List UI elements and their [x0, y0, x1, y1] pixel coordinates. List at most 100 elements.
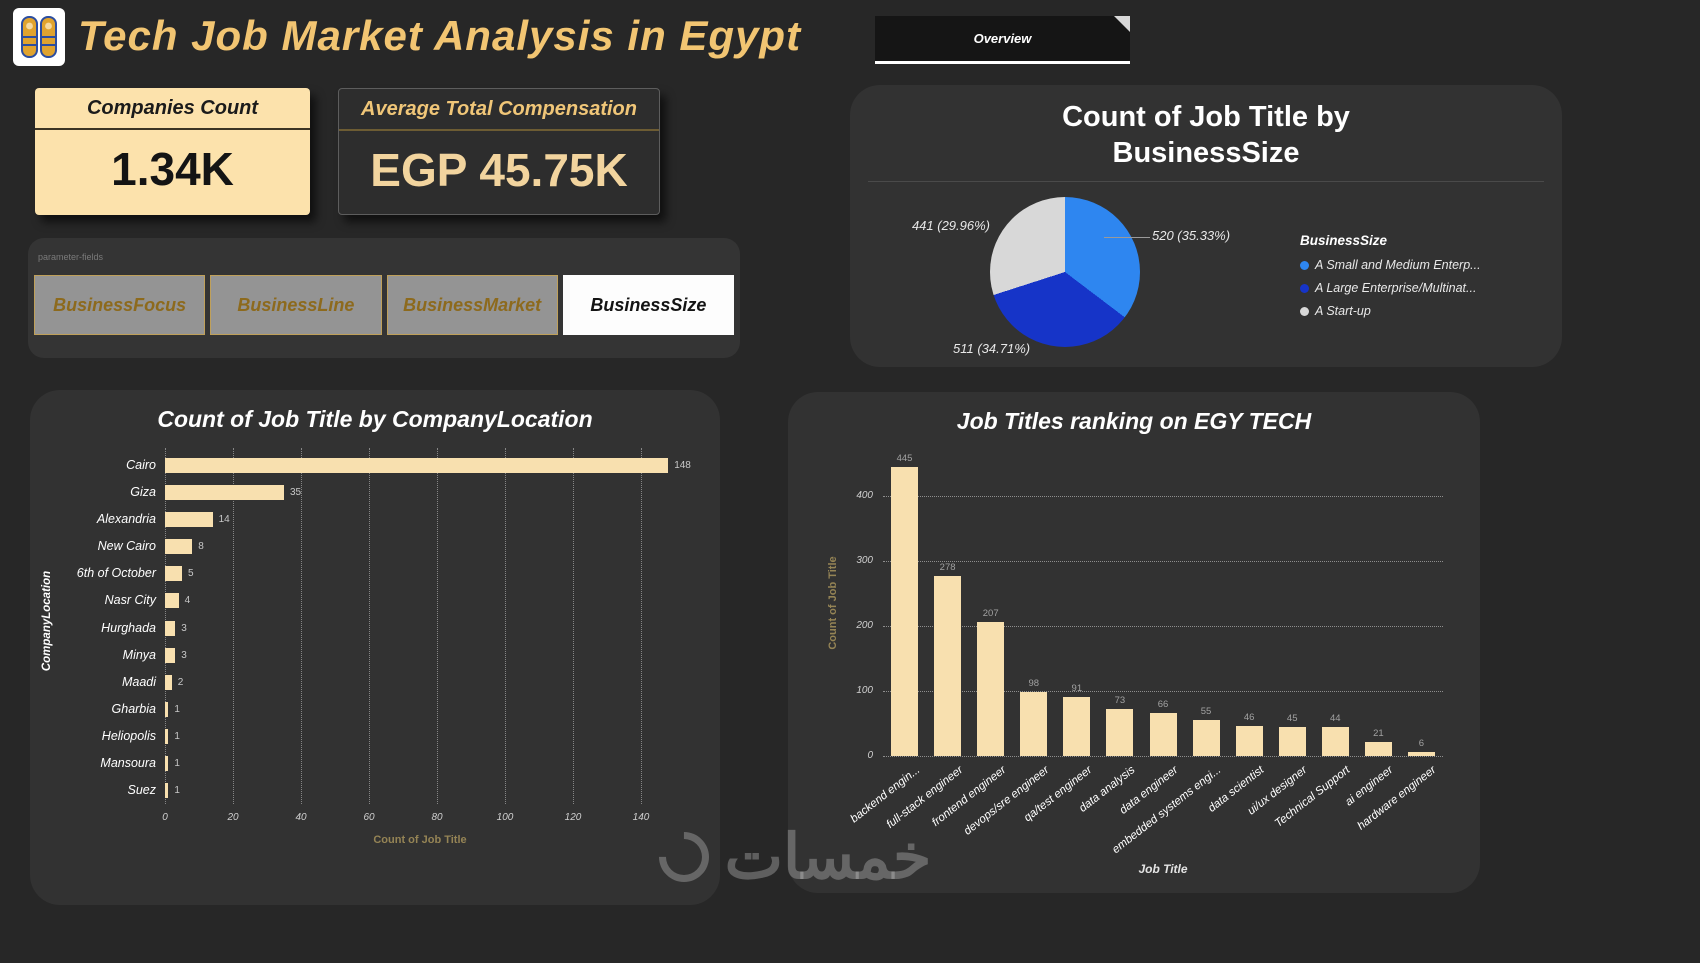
bar-row-heliopolis: Heliopolis 1: [30, 723, 720, 750]
category-label: Heliopolis: [101, 728, 156, 743]
job-titles-chart-panel: Job Titles ranking on EGY TECH 0 100 200 30…: [788, 392, 1480, 893]
kpi-value: 1.34K: [111, 143, 234, 195]
bar-row-mansoura: Mansoura 1: [30, 750, 720, 777]
bar-row-maadi: Maadi 2: [30, 669, 720, 696]
pharaoh-logo-icon: [13, 8, 65, 66]
value-label: 6: [1418, 738, 1425, 750]
bar[interactable]: [165, 756, 169, 772]
value-label: 1: [174, 703, 180, 715]
bar[interactable]: [1192, 720, 1220, 756]
hbar-rows: Cairo 148 Giza 35 Alexandria 14 New Cairo 8 6th …: [30, 452, 720, 804]
y-tick-label: 100: [856, 685, 873, 697]
gridline: [883, 561, 1443, 563]
hbar-chart-title: Count of Job Title by CompanyLocation: [157, 406, 593, 432]
value-label: 55: [1200, 706, 1212, 718]
bar-row-minya: Minya 3: [30, 642, 720, 669]
bar[interactable]: [1106, 708, 1134, 756]
bar[interactable]: [165, 539, 193, 555]
tab-overview[interactable]: Overview: [875, 16, 1130, 64]
kpi-average-compensation: Average Total Compensation EGP 45.75K: [338, 88, 660, 215]
value-label: 1: [174, 785, 180, 797]
bar[interactable]: [1235, 726, 1263, 756]
bar[interactable]: [1020, 692, 1048, 756]
bar[interactable]: [165, 485, 284, 501]
filter-button-businessmarket[interactable]: BusinessMarket: [386, 275, 558, 335]
bar[interactable]: [977, 621, 1005, 756]
bar[interactable]: [1364, 742, 1392, 756]
filter-button-businessfocus[interactable]: BusinessFocus: [34, 275, 206, 335]
value-label: 91: [1071, 682, 1083, 694]
bar[interactable]: [165, 458, 669, 473]
category-label: Minya: [122, 647, 156, 662]
page-title: Tech Job Market Analysis in Egypt: [78, 12, 802, 59]
bar[interactable]: [934, 575, 962, 756]
value-label: 66: [1157, 699, 1169, 711]
bar[interactable]: [165, 728, 169, 744]
pie-legend: BusinessSize A Small and Medium Enterp..…: [1300, 233, 1481, 327]
value-label: 3: [181, 622, 187, 634]
x-tick-label: 100: [496, 812, 514, 823]
bar[interactable]: [165, 512, 213, 528]
filter-button-group: BusinessFocus BusinessLine BusinessMarket B…: [34, 275, 734, 335]
category-label: Maadi: [121, 674, 156, 689]
pie-chart-panel: Count of Job Title by BusinessSize 520 (…: [850, 85, 1562, 367]
legend-dot-icon: [1300, 283, 1309, 293]
bar[interactable]: [1063, 696, 1091, 756]
x-tick-label: 0: [162, 812, 168, 823]
pie-callout-label: 520 (35.33%): [1152, 228, 1231, 243]
legend-item[interactable]: A Start-up: [1300, 304, 1481, 318]
legend-label: A Start-up: [1315, 304, 1371, 318]
legend-label: A Large Enterprise/Multinat...: [1315, 281, 1477, 295]
x-tick-label: 60: [363, 812, 375, 823]
x-tick-label: 120: [564, 812, 582, 823]
value-label: 1: [174, 758, 180, 770]
bar[interactable]: [165, 701, 169, 717]
filter-button-businessline[interactable]: BusinessLine: [210, 275, 382, 335]
value-label: 45: [1286, 712, 1298, 724]
filter-button-businesssize[interactable]: BusinessSize: [562, 275, 734, 335]
filter-panel-header: parameter-fields: [38, 252, 104, 262]
bar[interactable]: [165, 620, 176, 636]
pie-chart[interactable]: [990, 197, 1140, 347]
value-label: 98: [1028, 678, 1040, 690]
title-divider: [868, 181, 1544, 182]
bar-row-6th-of-october: 6th of October 5: [30, 560, 720, 587]
bar[interactable]: [1321, 727, 1349, 756]
y-tick-label: 300: [856, 555, 873, 567]
gridline: [883, 756, 1443, 757]
callout-leader-line: [1104, 237, 1150, 238]
legend-title: BusinessSize: [1300, 233, 1388, 248]
bar[interactable]: [165, 647, 176, 663]
bar-row-cairo: Cairo 148: [30, 452, 720, 479]
gridline: [505, 448, 506, 804]
category-label: Alexandria: [96, 512, 156, 527]
legend-item[interactable]: A Small and Medium Enterp...: [1300, 258, 1481, 272]
pie-chart-title: Count of Job Title by BusinessSize: [1062, 101, 1350, 170]
gridline: [233, 448, 234, 804]
category-label: Gharbia: [111, 701, 156, 716]
bar-row-giza: Giza 35: [30, 479, 720, 506]
legend-item[interactable]: A Large Enterprise/Multinat...: [1300, 281, 1481, 295]
bar-row-nasr-city: Nasr City 4: [30, 587, 720, 614]
bar[interactable]: [1149, 713, 1177, 756]
hbar-x-axis-title: Count of Job Title: [373, 834, 467, 846]
x-tick-label: 40: [295, 812, 307, 823]
value-label: 14: [218, 514, 230, 526]
value-label: 46: [1243, 712, 1255, 724]
bar[interactable]: [165, 566, 182, 582]
bar-row-new-cairo: New Cairo 8: [30, 533, 720, 560]
watermark-ring-icon: [648, 821, 719, 892]
bar[interactable]: [1407, 752, 1435, 756]
value-label: 445: [896, 453, 913, 465]
bar[interactable]: [165, 593, 179, 609]
gridline: [573, 448, 574, 804]
value-label: 148: [674, 460, 691, 471]
bar[interactable]: [891, 467, 919, 756]
gridline: [641, 448, 642, 804]
bar[interactable]: [165, 674, 172, 690]
value-label: 3: [181, 649, 187, 661]
bar[interactable]: [1278, 726, 1306, 756]
value-label: 8: [198, 541, 204, 553]
pie-callout-label: 441 (29.96%): [911, 218, 990, 233]
bar[interactable]: [165, 783, 169, 799]
